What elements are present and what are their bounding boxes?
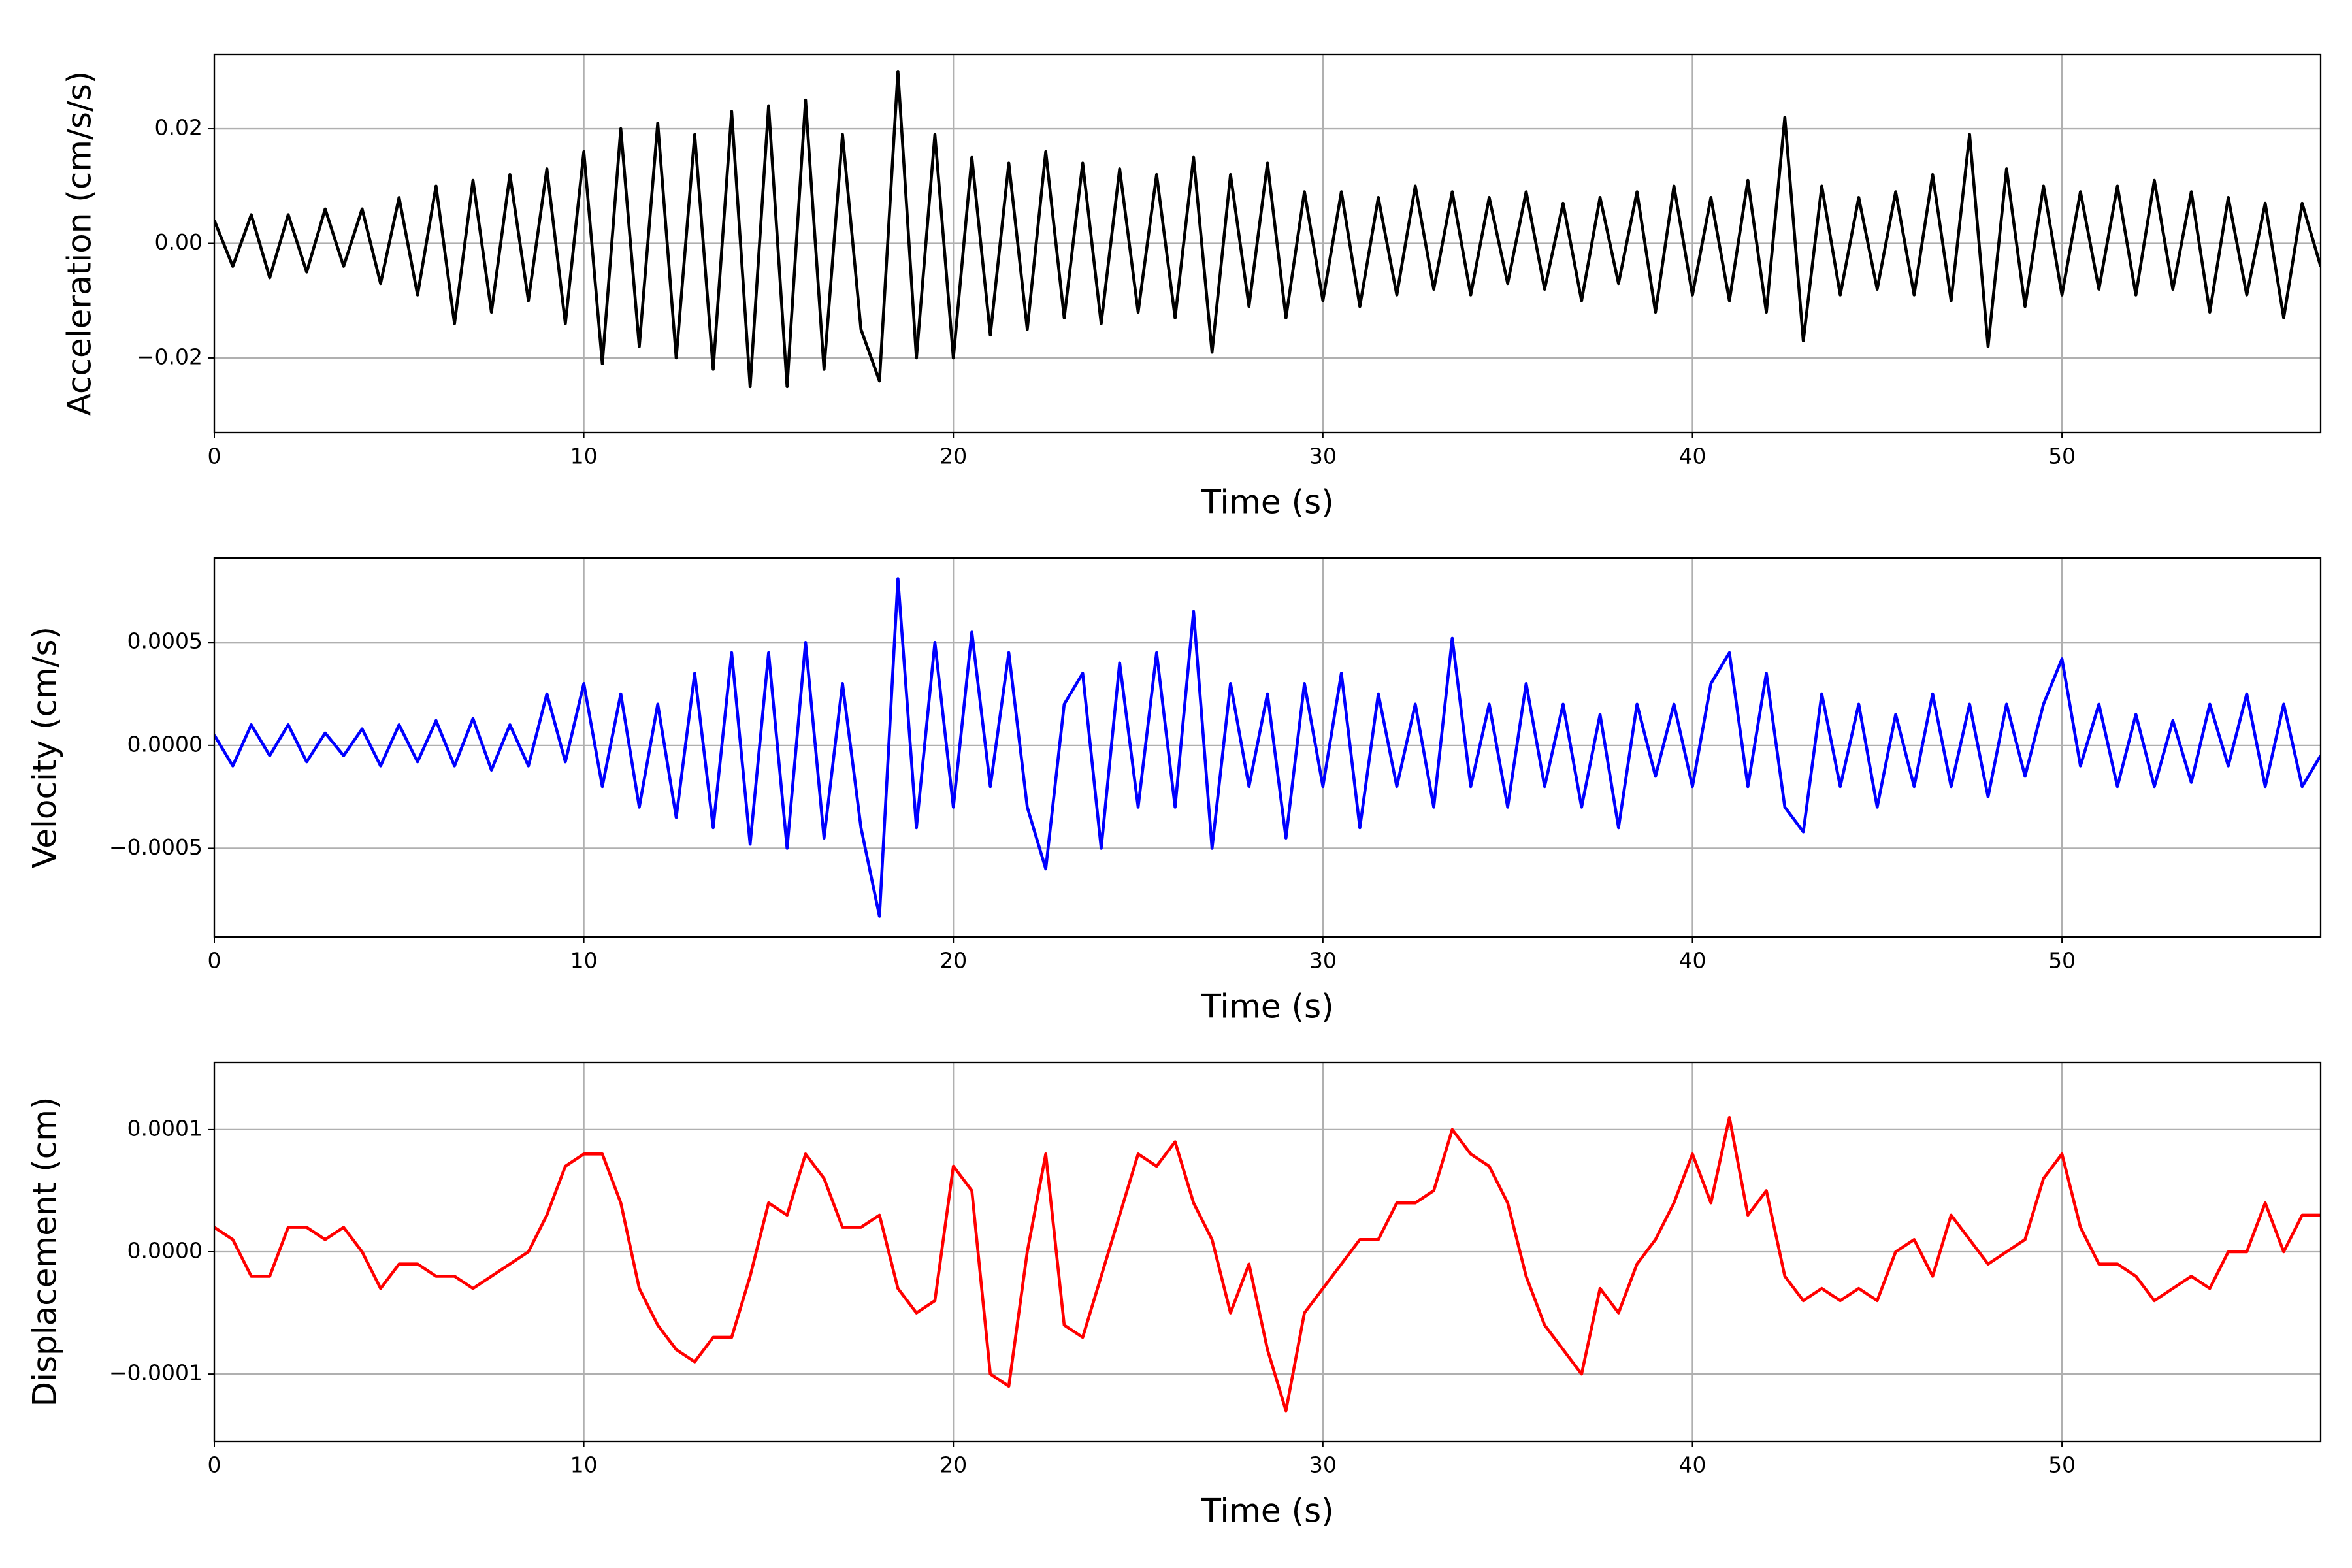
x-tick-label: 10 xyxy=(570,948,598,973)
x-tick-label: 20 xyxy=(939,444,967,469)
x-tick-label: 0 xyxy=(208,444,221,469)
x-tick-label: 0 xyxy=(208,1452,221,1478)
y-axis-label: Displacement (cm) xyxy=(26,1097,64,1407)
x-axis-label: Time (s) xyxy=(1200,1492,1333,1530)
x-tick-label: 40 xyxy=(1678,444,1706,469)
x-tick-label: 20 xyxy=(939,948,967,973)
x-axis-label: Time (s) xyxy=(1200,988,1333,1026)
y-tick-label: 0.0005 xyxy=(127,629,203,654)
axes-frame xyxy=(213,1061,2322,1443)
axes-frame xyxy=(213,557,2322,938)
x-tick-label: 30 xyxy=(1309,948,1337,973)
y-tick-label: 0.0001 xyxy=(127,1115,203,1141)
x-tick-label: 50 xyxy=(2048,1452,2076,1478)
x-tick-label: 20 xyxy=(939,1452,967,1478)
y-tick-label: 0.0000 xyxy=(127,1238,203,1264)
y-axis-label: Velocity (cm/s) xyxy=(26,627,64,868)
x-tick-label: 10 xyxy=(570,1452,598,1478)
x-tick-label: 50 xyxy=(2048,444,2076,469)
x-tick-label: 40 xyxy=(1678,948,1706,973)
y-tick-label: −0.02 xyxy=(137,344,203,369)
data-line xyxy=(214,70,2321,389)
plot-area xyxy=(214,1115,2321,1413)
x-tick-label: 30 xyxy=(1309,1452,1337,1478)
subplot: 0 10 20 30 40 50 −0.0005 0.0000 0.0005 Time (s) Ve… xyxy=(26,557,2322,1026)
plot-area xyxy=(214,70,2321,389)
y-tick-label: 0.00 xyxy=(155,229,203,255)
y-tick-label: −0.0005 xyxy=(109,834,203,860)
x-tick-label: 10 xyxy=(570,444,598,469)
subplot: 0 10 20 30 40 50 −0.0001 0.0000 0.0001 Time (s) Di… xyxy=(26,1061,2322,1530)
plot-area xyxy=(214,577,2321,918)
x-tick-label: 40 xyxy=(1678,1452,1706,1478)
x-tick-label: 0 xyxy=(208,948,221,973)
x-axis-label: Time (s) xyxy=(1200,483,1333,521)
data-line xyxy=(214,1115,2321,1413)
axes-frame xyxy=(213,53,2322,434)
data-line xyxy=(214,577,2321,918)
subplot: 0 10 20 30 40 50 −0.02 0.00 0.02 Time (s) Accelera… xyxy=(61,53,2322,521)
y-tick-label: 0.0000 xyxy=(127,731,203,757)
x-tick-label: 30 xyxy=(1309,444,1337,469)
y-tick-label: 0.02 xyxy=(155,115,203,140)
y-axis-label: Acceleration (cm/s/s) xyxy=(61,71,99,416)
y-tick-label: −0.0001 xyxy=(109,1360,203,1386)
x-tick-label: 50 xyxy=(2048,948,2076,973)
